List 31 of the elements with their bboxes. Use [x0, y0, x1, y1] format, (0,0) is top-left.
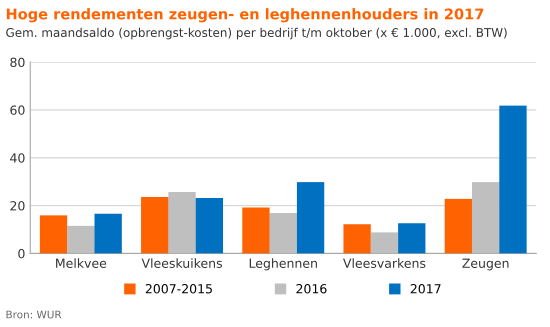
bar [242, 208, 270, 254]
legend-label: 2007-2015 [146, 284, 212, 294]
bar [343, 224, 371, 254]
bar [444, 198, 472, 254]
x-tick-label: Leghennen [250, 258, 317, 270]
bar [270, 213, 297, 254]
bar [398, 223, 426, 254]
legend-label: 2016 [296, 284, 327, 294]
y-tick-label: 80 [10, 58, 25, 68]
x-tick-label: Vleesvarkens [343, 258, 426, 268]
bar [196, 198, 224, 254]
bar [67, 226, 95, 254]
y-tick-label: 60 [10, 105, 25, 115]
legend-label: 2017 [410, 284, 441, 294]
bar [168, 192, 196, 254]
bar [94, 214, 122, 254]
y-tick-label: 20 [10, 201, 25, 211]
chart-title: Hoge rendementen zeugen- en leghennenhouders in 2017 [6, 8, 484, 22]
y-tick-label: 0 [18, 248, 25, 258]
bar [472, 182, 500, 254]
bar [40, 215, 68, 254]
x-tick-label: Vleeskuikens [142, 258, 222, 268]
bar [296, 182, 324, 254]
bar [370, 232, 398, 254]
y-tick-label: 40 [10, 153, 25, 163]
bar [499, 106, 527, 254]
x-tick-label: Zeugen [462, 258, 508, 270]
bar [141, 196, 168, 254]
x-tick-label: Melkvee [56, 258, 106, 268]
chart-subtitle: Gem. maandsaldo (opbrengst-kosten) per bedrijf t/m oktober (x € 1.000, excl. BTW) [6, 28, 507, 40]
text: Bron: WUR [6, 310, 62, 318]
